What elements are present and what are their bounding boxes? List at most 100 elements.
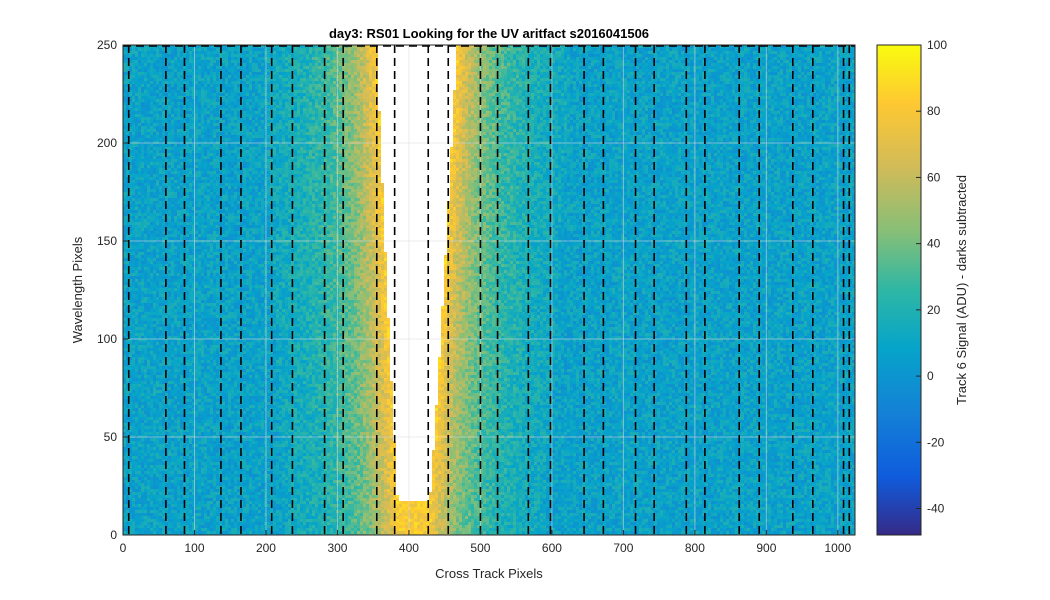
heatmap-cell	[648, 51, 651, 54]
heatmap-cell	[276, 75, 279, 78]
heatmap-cell	[261, 75, 264, 78]
heatmap-cell	[768, 48, 771, 51]
heatmap-cell	[162, 60, 165, 63]
heatmap-cell	[513, 51, 516, 54]
heatmap-cell	[681, 72, 684, 75]
heatmap-cell	[279, 51, 282, 54]
heatmap-cell	[129, 54, 132, 57]
heatmap-cell	[399, 54, 402, 57]
heatmap-cell	[273, 63, 276, 66]
heatmap-cell	[624, 69, 627, 72]
heatmap-cell	[573, 48, 576, 51]
heatmap-cell	[177, 54, 180, 57]
heatmap-cell	[180, 75, 183, 78]
heatmap-cell	[594, 72, 597, 75]
heatmap-cell	[330, 57, 333, 60]
heatmap-cell	[459, 72, 462, 75]
heatmap-cell	[669, 60, 672, 63]
heatmap-cell	[840, 75, 843, 78]
heatmap-cell	[696, 51, 699, 54]
heatmap-cell	[483, 75, 486, 78]
heatmap-cell	[279, 60, 282, 63]
heatmap-cell	[507, 48, 510, 51]
heatmap-cell	[246, 60, 249, 63]
heatmap-cell	[399, 72, 402, 75]
heatmap-cell	[465, 48, 468, 51]
heatmap-cell	[519, 69, 522, 72]
heatmap-cell	[768, 60, 771, 63]
heatmap-cell	[366, 69, 369, 72]
heatmap-cell	[834, 48, 837, 51]
heatmap-cell	[357, 69, 360, 72]
heatmap-cell	[348, 48, 351, 51]
heatmap-cell	[564, 69, 567, 72]
heatmap-cell	[657, 78, 660, 81]
heatmap-cell	[387, 66, 390, 69]
heatmap-cell	[804, 66, 807, 69]
heatmap-cell	[207, 66, 210, 69]
heatmap-cell	[291, 66, 294, 69]
heatmap-cell	[732, 60, 735, 63]
heatmap-cell	[210, 51, 213, 54]
heatmap-cell	[471, 54, 474, 57]
heatmap-cell	[612, 51, 615, 54]
heatmap-cell	[453, 60, 456, 63]
heatmap-cell	[483, 66, 486, 69]
heatmap-cell	[597, 54, 600, 57]
heatmap-cell	[168, 75, 171, 78]
heatmap-cell	[735, 57, 738, 60]
heatmap-cell	[840, 66, 843, 69]
heatmap-cell	[768, 69, 771, 72]
heatmap-cell	[213, 69, 216, 72]
heatmap-cell	[825, 57, 828, 60]
heatmap-cell	[678, 69, 681, 72]
heatmap-cell	[624, 48, 627, 51]
heatmap-cell	[774, 54, 777, 57]
heatmap-cell	[246, 78, 249, 81]
heatmap-cell	[459, 78, 462, 81]
heatmap-cell	[462, 57, 465, 60]
heatmap-cell	[744, 69, 747, 72]
heatmap-cell	[387, 75, 390, 78]
heatmap-cell	[249, 69, 252, 72]
heatmap-cell	[189, 66, 192, 69]
heatmap-cell	[354, 66, 357, 69]
heatmap-cell	[306, 78, 309, 81]
heatmap-cell	[771, 72, 774, 75]
heatmap-cell	[312, 75, 315, 78]
heatmap-cell	[198, 54, 201, 57]
heatmap-cell	[441, 48, 444, 51]
heatmap-cell	[594, 78, 597, 81]
heatmap-cell	[531, 48, 534, 51]
heatmap-cell	[702, 54, 705, 57]
heatmap-cell	[534, 60, 537, 63]
heatmap-cell	[207, 60, 210, 63]
heatmap-cell	[723, 51, 726, 54]
heatmap-cell	[717, 54, 720, 57]
heatmap-cell	[432, 75, 435, 78]
heatmap-cell	[801, 66, 804, 69]
heatmap-cell	[807, 48, 810, 51]
heatmap-cell	[348, 54, 351, 57]
heatmap-cell	[441, 60, 444, 63]
heatmap-cell	[783, 60, 786, 63]
heatmap-cell	[204, 66, 207, 69]
heatmap-cell	[537, 54, 540, 57]
heatmap-cell	[414, 48, 417, 51]
heatmap-cell	[294, 48, 297, 51]
heatmap-cell	[300, 51, 303, 54]
heatmap-cell	[435, 63, 438, 66]
heatmap-cell	[795, 51, 798, 54]
heatmap-cell	[222, 57, 225, 60]
heatmap-cell	[231, 48, 234, 51]
heatmap-cell	[522, 54, 525, 57]
heatmap-cell	[354, 48, 357, 51]
heatmap-cell	[690, 63, 693, 66]
heatmap-cell	[255, 48, 258, 51]
heatmap-cell	[189, 72, 192, 75]
heatmap-cell	[294, 72, 297, 75]
heatmap-cell	[180, 60, 183, 63]
heatmap-cell	[474, 72, 477, 75]
heatmap-cell	[516, 54, 519, 57]
heatmap-cell	[804, 69, 807, 72]
